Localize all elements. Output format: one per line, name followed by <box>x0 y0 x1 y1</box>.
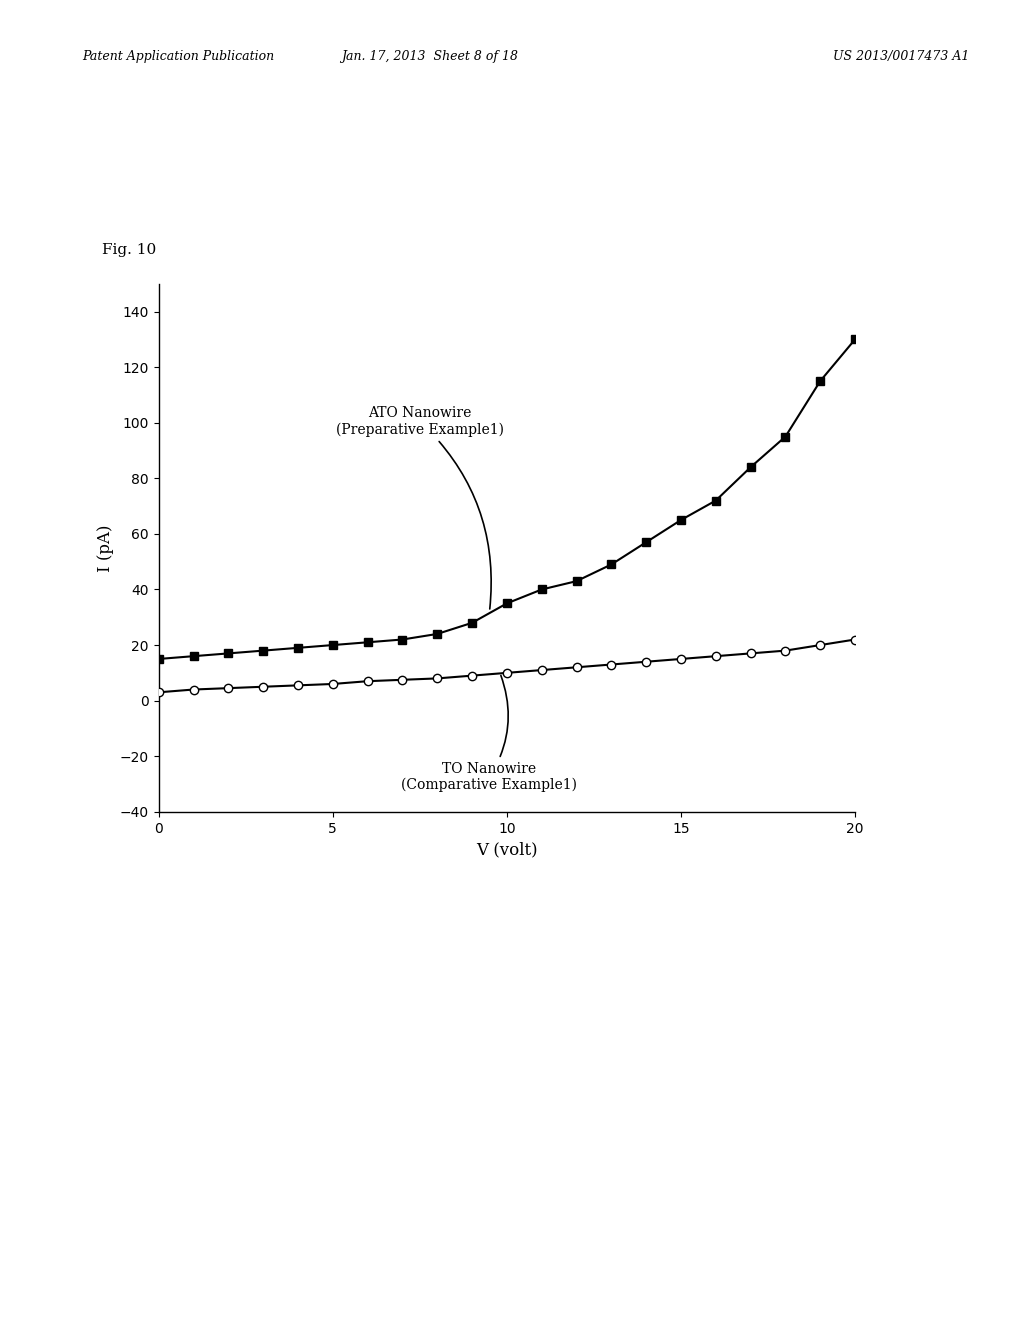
X-axis label: V (volt): V (volt) <box>476 841 538 858</box>
Text: US 2013/0017473 A1: US 2013/0017473 A1 <box>833 50 970 63</box>
Y-axis label: I (pA): I (pA) <box>97 524 115 572</box>
Text: ATO Nanowire
(Preparative Example1): ATO Nanowire (Preparative Example1) <box>336 407 504 609</box>
Text: TO Nanowire
(Comparative Example1): TO Nanowire (Comparative Example1) <box>401 676 578 792</box>
Text: Fig. 10: Fig. 10 <box>102 243 157 257</box>
Text: Jan. 17, 2013  Sheet 8 of 18: Jan. 17, 2013 Sheet 8 of 18 <box>342 50 518 63</box>
Text: Patent Application Publication: Patent Application Publication <box>82 50 274 63</box>
